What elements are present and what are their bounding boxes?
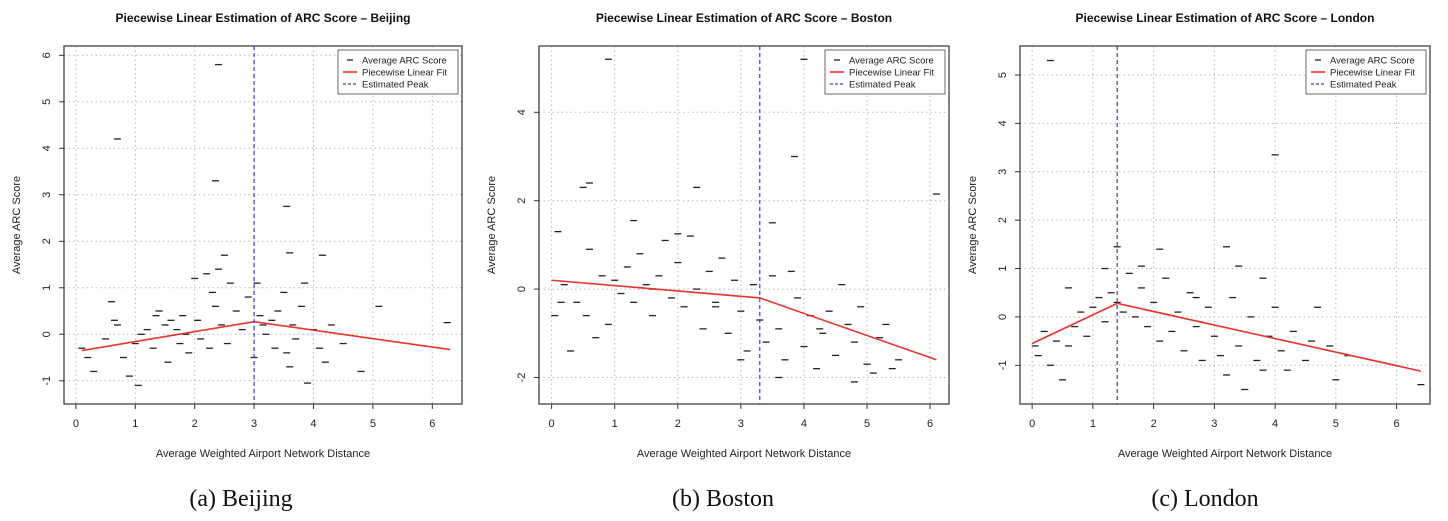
x-tick-label: 3 [738, 418, 744, 430]
chart-title: Piecewise Linear Estimation of ARC Score… [596, 11, 892, 25]
chart-title: Piecewise Linear Estimation of ARC Score… [1076, 11, 1375, 25]
chart-boston: Piecewise Linear Estimation of ARC Score… [486, 11, 950, 460]
x-tick-label: 0 [73, 418, 79, 430]
y-tick-label: 5 [997, 72, 1009, 78]
x-axis-label: Average Weighted Airport Network Distanc… [156, 448, 370, 460]
legend-label: Piecewise Linear Fit [1330, 68, 1415, 79]
y-axis-label: Average ARC Score [11, 176, 23, 274]
piecewise-fit-line [551, 279, 937, 361]
y-tick-label: -2 [516, 373, 528, 383]
y-tick-label: 2 [997, 217, 1009, 223]
legend-label: Estimated Peak [1330, 80, 1397, 91]
x-tick-label: 1 [612, 418, 618, 430]
y-tick-label: 2 [41, 238, 53, 244]
y-tick-label: 1 [997, 265, 1009, 271]
y-tick-label: 4 [41, 145, 53, 151]
panel-beijing: Piecewise Linear Estimation of ARC Score… [0, 0, 482, 521]
legend-label: Piecewise Linear Fit [362, 68, 447, 79]
x-tick-label: 3 [251, 418, 257, 430]
y-axis-label: Average ARC Score [486, 176, 498, 274]
y-tick-label: -1 [41, 376, 53, 386]
x-tick-label: 1 [1090, 418, 1096, 430]
y-tick-label: 2 [516, 198, 528, 204]
caption-beijing: (a) Beijing [189, 486, 293, 512]
plot-frame [1019, 45, 1431, 405]
x-tick-label: 5 [1333, 418, 1339, 430]
x-tick-label: 4 [801, 418, 807, 430]
piecewise-fit-line [81, 320, 451, 352]
x-axis-label: Average Weighted Airport Network Distanc… [637, 448, 851, 460]
x-tick-label: 6 [429, 418, 435, 430]
x-tick-label: 4 [310, 418, 316, 430]
legend-box [1305, 49, 1427, 95]
legend-label: Average ARC Score [362, 56, 447, 67]
x-tick-label: 2 [1151, 418, 1157, 430]
legend-label: Average ARC Score [1330, 56, 1415, 67]
legend-box [337, 49, 459, 95]
x-tick-label: 4 [1272, 418, 1278, 430]
y-axis-label: Average ARC Score [967, 176, 979, 274]
legend-label: Piecewise Linear Fit [849, 68, 934, 79]
legend-label: Average ARC Score [849, 56, 934, 67]
x-tick-label: 3 [1211, 418, 1217, 430]
y-tick-label: 0 [41, 331, 53, 337]
y-tick-label: 0 [997, 314, 1009, 320]
legend-label: Estimated Peak [362, 80, 429, 91]
y-tick-label: 0 [516, 286, 528, 292]
y-tick-label: 6 [41, 52, 53, 58]
caption-london: (c) London [1151, 486, 1259, 512]
legend-label: Estimated Peak [849, 80, 916, 91]
x-tick-label: 1 [132, 418, 138, 430]
chart-title: Piecewise Linear Estimation of ARC Score… [116, 11, 411, 25]
y-tick-label: 1 [41, 285, 53, 291]
x-tick-label: 2 [675, 418, 681, 430]
x-tick-label: 0 [549, 418, 555, 430]
caption-boston: (b) Boston [672, 486, 774, 512]
plot-frame [538, 45, 950, 405]
chart-beijing: Piecewise Linear Estimation of ARC Score… [11, 11, 463, 460]
y-tick-label: 4 [997, 120, 1009, 126]
x-tick-label: 5 [370, 418, 376, 430]
x-tick-label: 6 [927, 418, 933, 430]
x-tick-label: 0 [1029, 418, 1035, 430]
legend-box [824, 49, 946, 95]
x-tick-label: 6 [1394, 418, 1400, 430]
y-tick-label: 4 [516, 109, 528, 115]
x-axis-label: Average Weighted Airport Network Distanc… [1118, 448, 1332, 460]
x-tick-label: 2 [192, 418, 198, 430]
piecewise-fit-line [1031, 302, 1422, 372]
panel-boston: Piecewise Linear Estimation of ARC Score… [482, 0, 964, 521]
plot-frame [63, 45, 463, 405]
y-tick-label: -1 [997, 360, 1009, 370]
chart-london: Piecewise Linear Estimation of ARC Score… [967, 11, 1431, 460]
y-tick-label: 3 [41, 192, 53, 198]
y-tick-label: 5 [41, 99, 53, 105]
x-tick-label: 5 [864, 418, 870, 430]
y-tick-label: 3 [997, 169, 1009, 175]
panel-london: Piecewise Linear Estimation of ARC Score… [964, 0, 1446, 521]
